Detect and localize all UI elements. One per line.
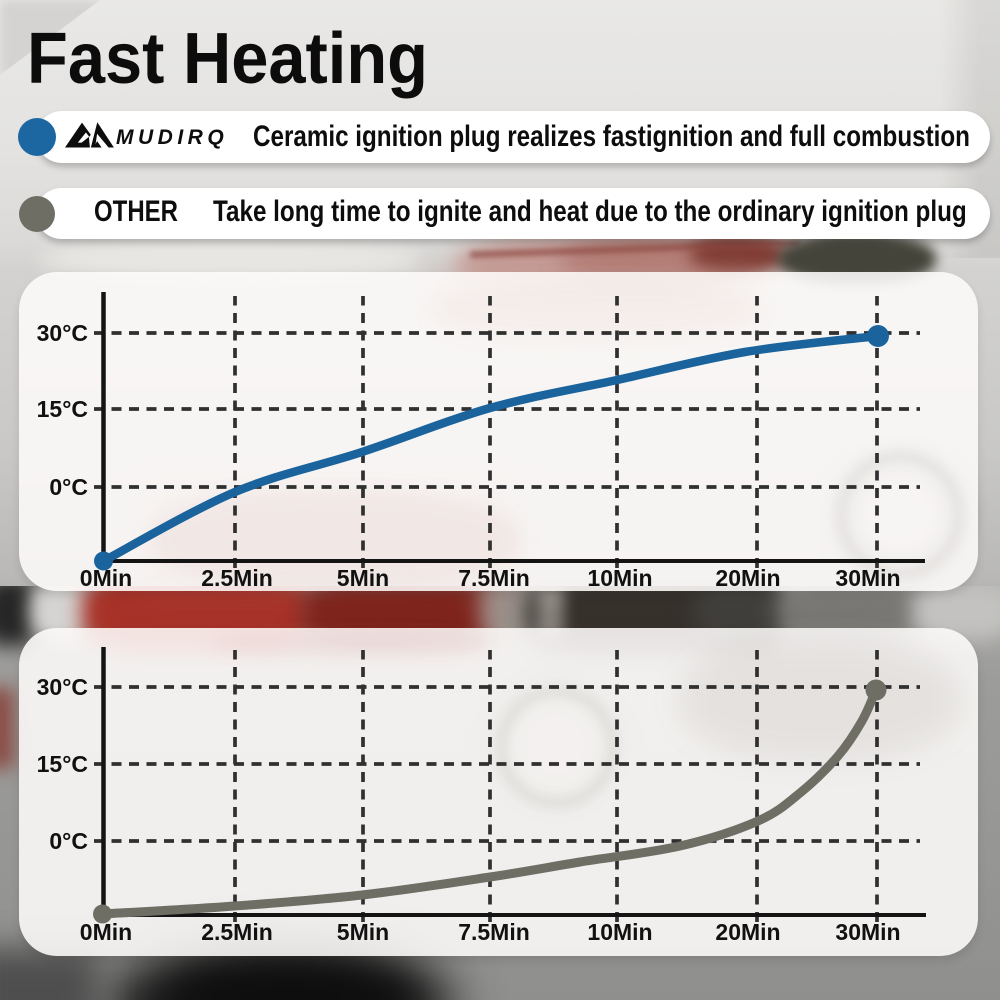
svg-text:15°C: 15°C	[37, 396, 88, 422]
svg-text:2.5Min: 2.5Min	[201, 565, 273, 591]
svg-text:7.5Min: 7.5Min	[458, 565, 530, 591]
svg-text:10Min: 10Min	[587, 919, 652, 945]
svg-text:0Min: 0Min	[80, 565, 132, 591]
svg-text:30°C: 30°C	[37, 674, 88, 700]
svg-text:7.5Min: 7.5Min	[458, 919, 530, 945]
svg-text:0Min: 0Min	[80, 919, 132, 945]
svg-text:20Min: 20Min	[715, 565, 780, 591]
svg-text:0°C: 0°C	[49, 828, 88, 854]
svg-text:10Min: 10Min	[587, 565, 652, 591]
svg-text:20Min: 20Min	[715, 919, 780, 945]
svg-text:30Min: 30Min	[835, 919, 900, 945]
svg-text:5Min: 5Min	[337, 919, 389, 945]
svg-text:30°C: 30°C	[37, 320, 88, 346]
svg-text:30Min: 30Min	[835, 565, 900, 591]
svg-text:0°C: 0°C	[49, 474, 88, 500]
svg-text:2.5Min: 2.5Min	[201, 919, 273, 945]
svg-text:5Min: 5Min	[337, 565, 389, 591]
svg-text:15°C: 15°C	[37, 751, 88, 777]
